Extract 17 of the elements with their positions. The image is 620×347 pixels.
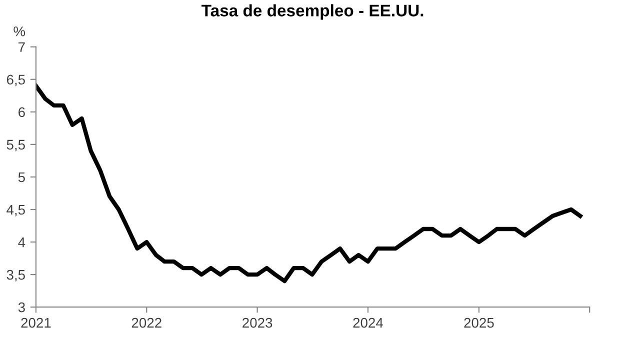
- y-tick-label: 5,5: [6, 140, 25, 152]
- x-tick-label: 2021: [21, 318, 51, 328]
- y-tick-label: 3,5: [6, 270, 25, 282]
- x-tick-label: 2022: [132, 318, 162, 328]
- x-tick-label: 2023: [242, 318, 272, 328]
- x-tick-label: 2025: [464, 318, 494, 328]
- y-axis-title: %: [14, 26, 26, 36]
- y-tick-label: 6: [18, 107, 25, 118]
- y-tick-label: 7: [18, 42, 25, 52]
- y-tick-label: 4: [18, 238, 26, 248]
- x-tick-label: 2024: [353, 318, 384, 328]
- chart-title: Tasa de desempleo - EE.UU.: [202, 4, 424, 20]
- y-tick-label: 5: [18, 172, 25, 182]
- y-tick-label: 3: [18, 302, 25, 312]
- y-tick-label: 6,5: [6, 74, 25, 86]
- y-tick-label: 4,5: [6, 204, 25, 216]
- line-series: [36, 84, 582, 284]
